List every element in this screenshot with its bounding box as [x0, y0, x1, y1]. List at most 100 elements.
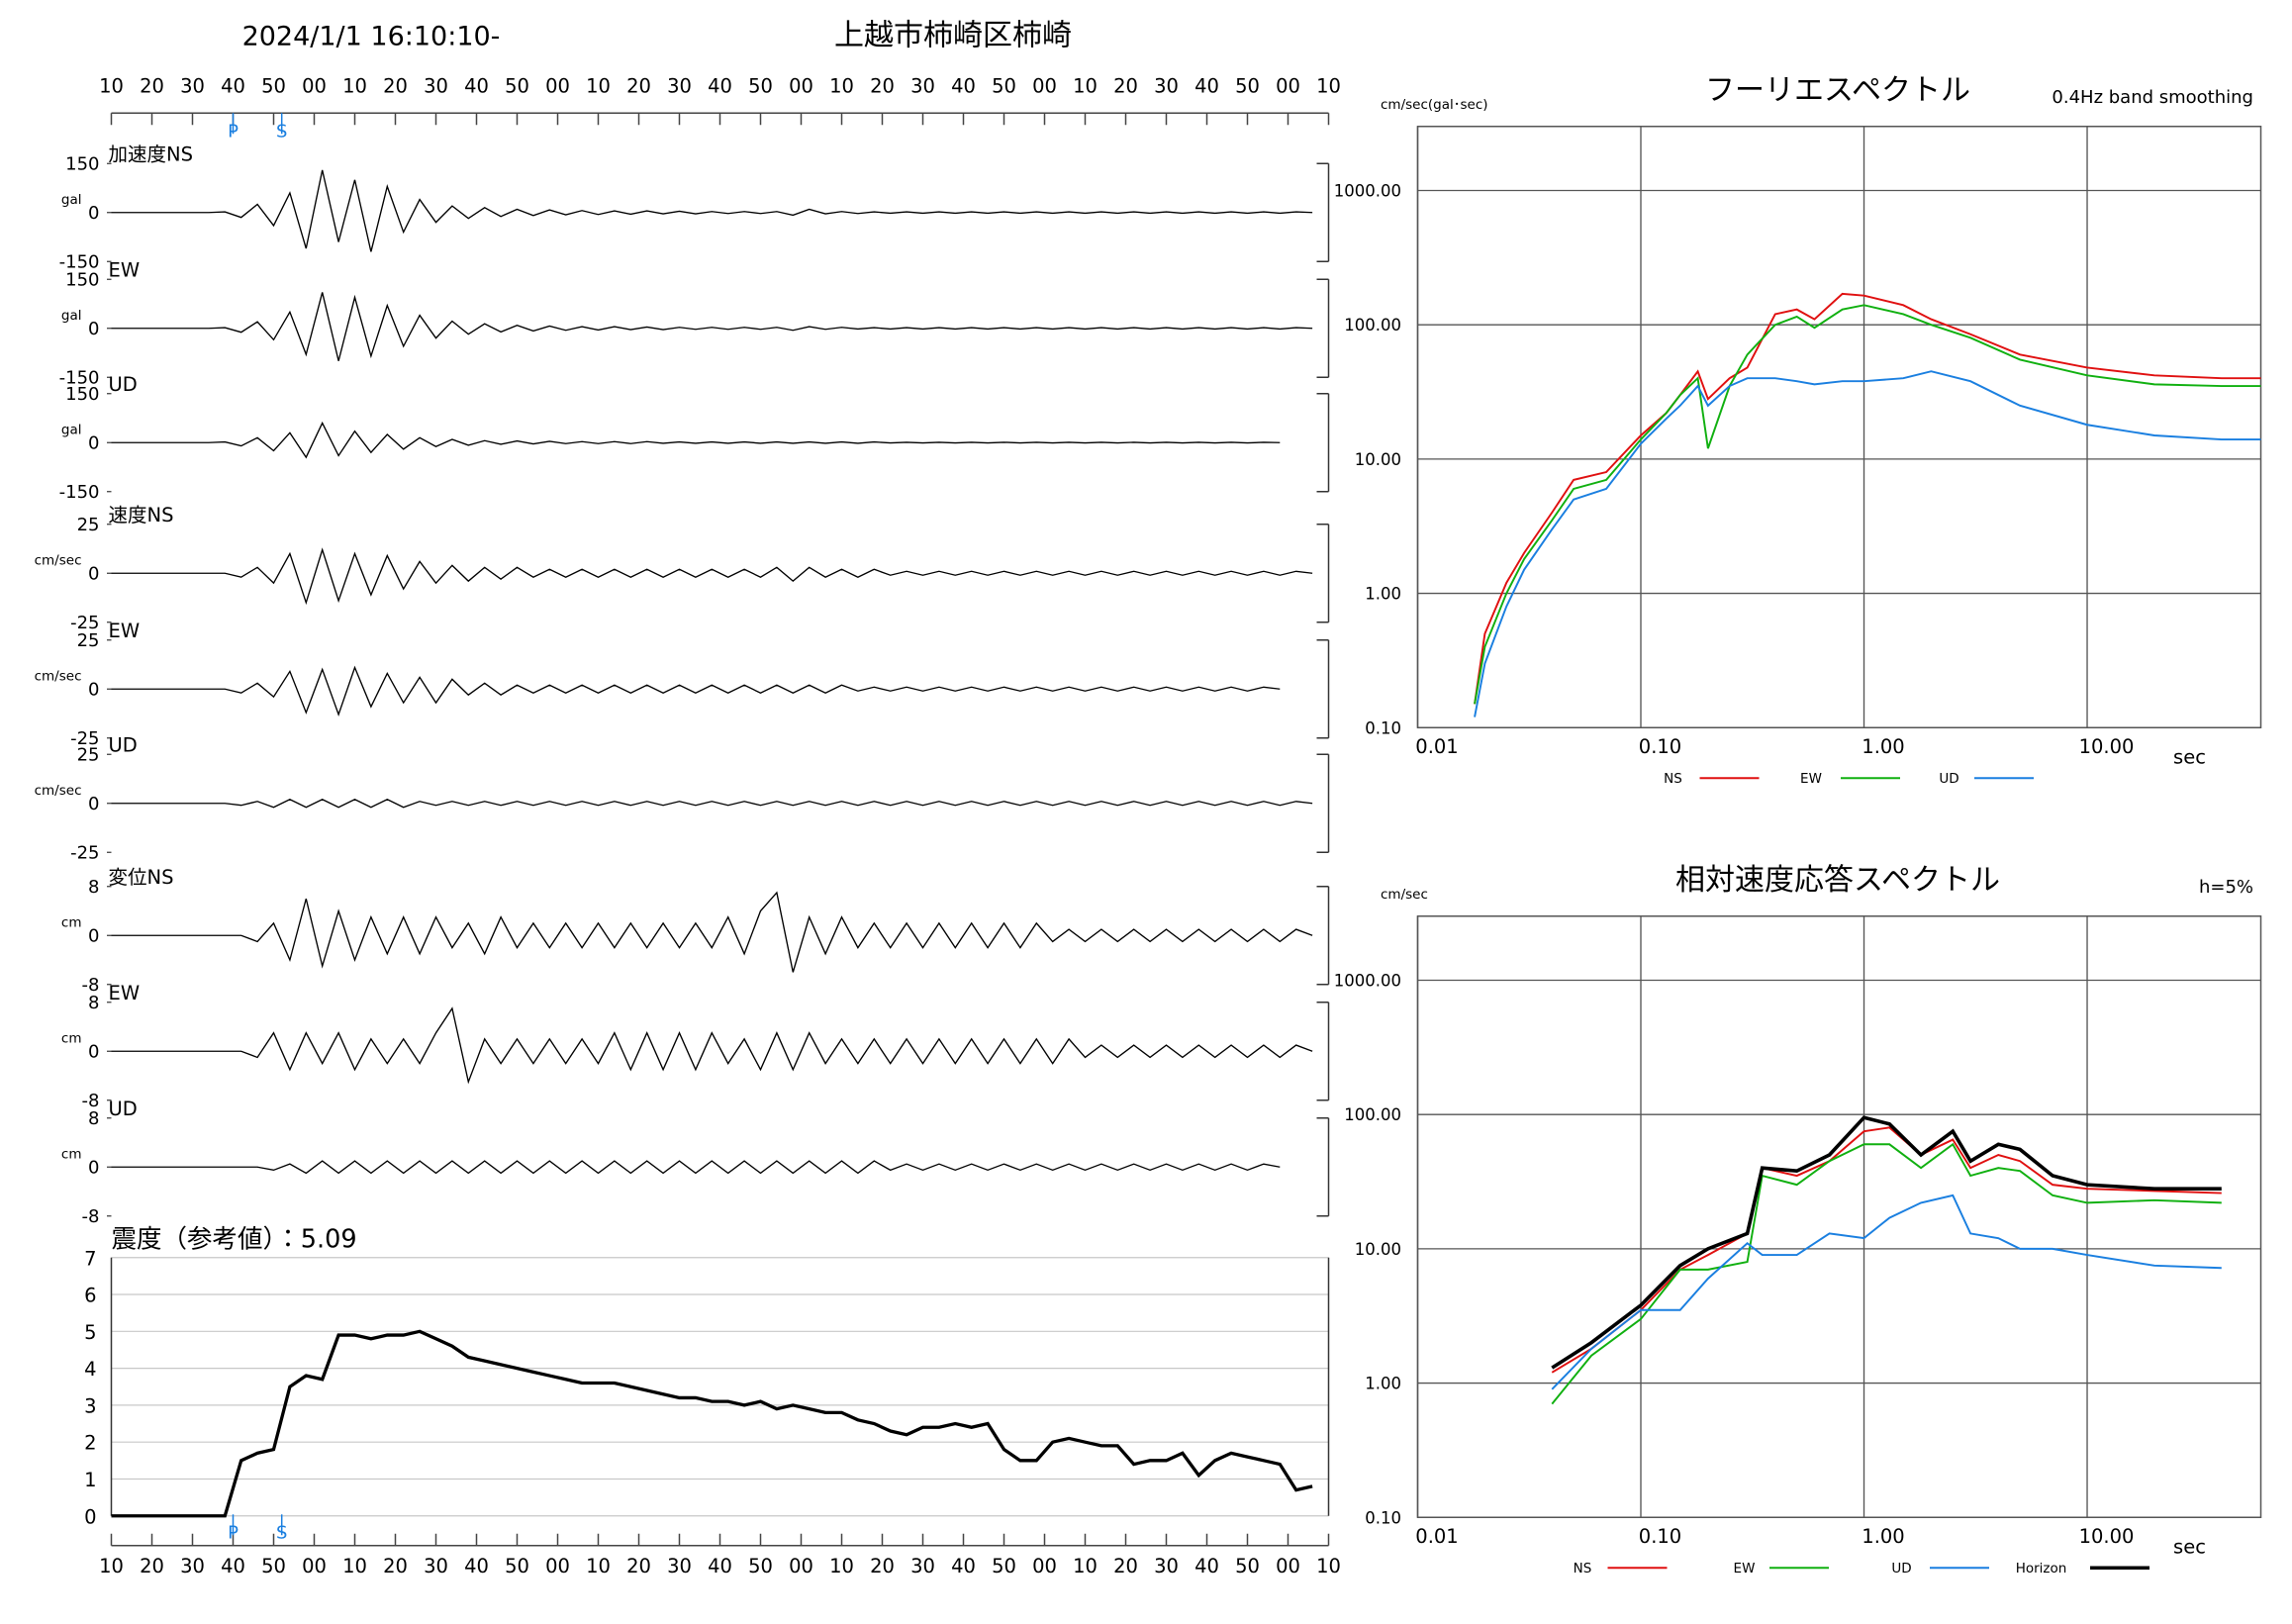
time-tick-label: 30: [1154, 1555, 1179, 1577]
time-tick-label: 40: [951, 1555, 976, 1577]
y-tick-label: 1.00: [1365, 585, 1401, 604]
panel-unit: gal: [61, 422, 82, 437]
spectrum-line: [1474, 292, 2261, 705]
time-tick-label: 00: [789, 1555, 813, 1577]
panel-unit: cm/sec: [35, 552, 82, 568]
time-tick-label: 20: [140, 74, 164, 97]
legend-label: UD: [1939, 771, 1958, 787]
y-tick-label: -150: [59, 367, 100, 388]
time-tick-label: 40: [1194, 74, 1219, 97]
y-tick-label: 0: [88, 925, 99, 946]
time-tick-label: 40: [464, 74, 489, 97]
waveform: [111, 292, 1313, 361]
intensity-line: [111, 1329, 1313, 1518]
time-tick-label: 30: [667, 74, 692, 97]
time-tick-label: 50: [261, 1555, 286, 1577]
time-tick-label: 10: [829, 74, 854, 97]
time-tick-label: 20: [870, 1555, 895, 1577]
y-tick-label: 150: [65, 384, 99, 405]
record-datetime: 2024/1/1 16:10:10-: [242, 21, 501, 51]
y-tick-label: 0: [88, 794, 99, 814]
phase-label: P: [228, 1522, 239, 1543]
time-tick-label: 50: [505, 74, 529, 97]
time-tick-label: 00: [1276, 74, 1300, 97]
panel-name: EW: [109, 258, 141, 281]
time-tick-label: 30: [180, 74, 205, 97]
y-tick-label: 1000.00: [1334, 971, 1401, 990]
time-tick-label: 30: [910, 74, 935, 97]
legend-label: UD: [1891, 1561, 1911, 1576]
intensity-title: 震度（参考値）：5.09: [112, 1224, 357, 1254]
x-tick-label: 0.01: [1415, 1525, 1458, 1548]
legend-label: Horizon: [2016, 1561, 2067, 1576]
time-tick-label: 30: [910, 1555, 935, 1577]
time-tick-label: 40: [221, 1555, 245, 1577]
y-tick-label: 1000.00: [1334, 181, 1401, 200]
plot-frame: [1416, 125, 2262, 728]
panel-name: EW: [109, 620, 141, 642]
x-tick-label: 0.01: [1415, 735, 1458, 758]
time-tick-label: 20: [870, 74, 895, 97]
panel-unit: cm: [61, 914, 82, 930]
phase-label: S: [276, 1522, 287, 1543]
y-tick-label: 0: [88, 563, 99, 584]
y-tick-label: 10.00: [1355, 450, 1401, 469]
panel-unit: cm: [61, 1030, 82, 1046]
y-tick-label: -25: [70, 842, 99, 863]
waveform: [111, 665, 1281, 717]
legend-label: NS: [1664, 771, 1682, 787]
time-tick-label: 50: [1235, 1555, 1260, 1577]
phase-label: P: [228, 121, 239, 142]
spectrum-line: [1551, 1194, 2222, 1390]
plot-frame: [1416, 915, 2262, 1518]
time-tick-label: 10: [1316, 1555, 1341, 1577]
spectrum-line: [1474, 304, 2261, 705]
time-tick-label: 20: [626, 1555, 651, 1577]
time-tick-label: 00: [545, 1555, 570, 1577]
panel-unit: gal: [61, 308, 82, 324]
y-tick-label: 1: [84, 1469, 96, 1491]
time-tick-label: 50: [748, 74, 773, 97]
time-tick-label: 20: [383, 1555, 408, 1577]
phase-label: S: [276, 121, 287, 142]
y-tick-label: 8: [88, 877, 99, 898]
time-tick-label: 50: [505, 1555, 529, 1577]
y-tick-label: 0: [88, 319, 99, 339]
time-tick-label: 20: [140, 1555, 164, 1577]
legend-label: EW: [1800, 771, 1822, 787]
time-tick-label: 20: [383, 74, 408, 97]
y-tick-label: -8: [82, 1206, 100, 1227]
panel-unit: cm: [61, 1146, 82, 1162]
y-tick-label: 0: [88, 203, 99, 224]
y-tick-label: 0: [88, 1157, 99, 1178]
station-name: 上越市柿崎区柿崎: [834, 18, 1072, 52]
y-tick-label: 0: [84, 1505, 96, 1528]
spectrum-line: [1551, 1126, 2222, 1374]
y-tick-label: 7: [84, 1247, 96, 1270]
time-tick-label: 40: [1194, 1555, 1219, 1577]
y-tick-label: 1.00: [1365, 1375, 1401, 1393]
panel-name: EW: [109, 982, 141, 1004]
y-tick-label: 25: [77, 744, 100, 765]
x-tick-label: 1.00: [1862, 735, 1904, 758]
y-tick-label: 25: [77, 630, 100, 651]
time-tick-label: 40: [708, 1555, 732, 1577]
panel-name: UD: [109, 733, 138, 756]
time-tick-label: 40: [464, 1555, 489, 1577]
time-tick-label: 20: [1113, 1555, 1138, 1577]
waveform: [111, 799, 1313, 809]
waveform: [111, 547, 1313, 606]
time-tick-label: 20: [626, 74, 651, 97]
spectrum-line: [1474, 370, 2261, 717]
time-tick-label: 40: [708, 74, 732, 97]
time-tick-label: 50: [261, 74, 286, 97]
time-tick-label: 30: [1154, 74, 1179, 97]
y-axis-label: cm/sec: [1381, 887, 1428, 903]
y-tick-label: 3: [84, 1394, 96, 1417]
panel-name: UD: [109, 1098, 138, 1120]
y-tick-label: -150: [59, 251, 100, 272]
time-tick-label: 10: [586, 74, 611, 97]
legend-label: NS: [1574, 1561, 1592, 1576]
panel-unit: cm/sec: [35, 783, 82, 799]
